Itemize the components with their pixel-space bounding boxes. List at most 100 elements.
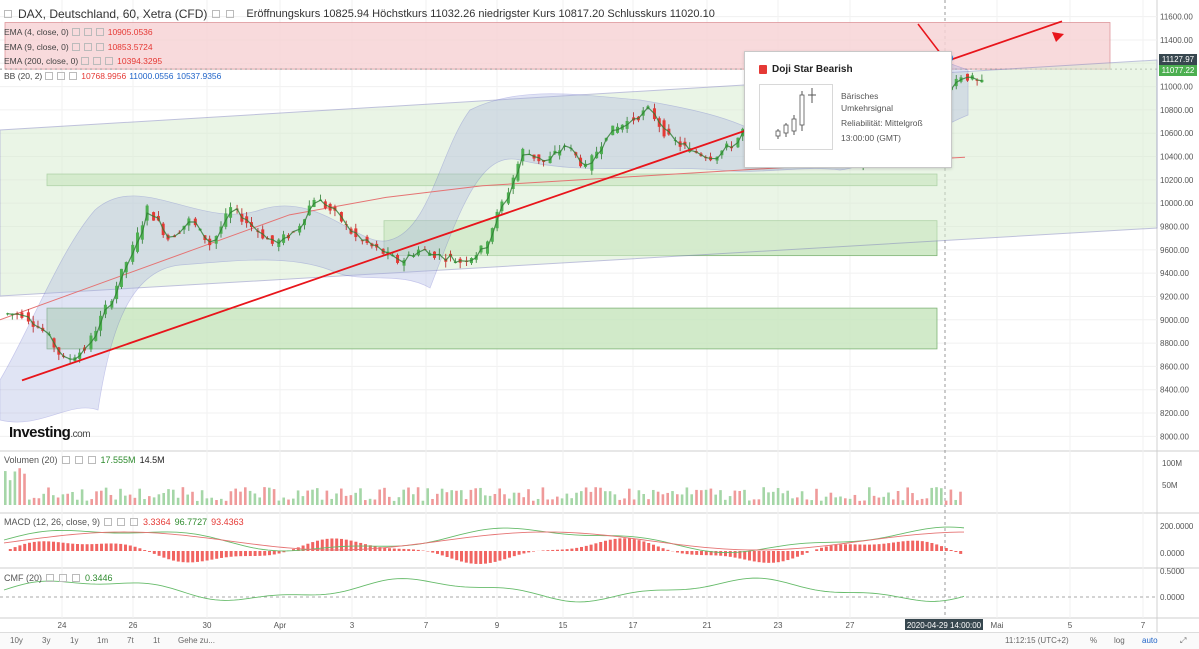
- macd-bar: [364, 544, 367, 551]
- volume-bar: [393, 501, 396, 505]
- macd-bar: [897, 542, 900, 551]
- volume-bar: [537, 499, 540, 505]
- timeframe-7t[interactable]: 7t: [127, 636, 134, 645]
- close-icon[interactable]: [69, 72, 77, 80]
- symbol-title: DAX, Deutschland, 60, Xetra (CFD): [18, 7, 207, 21]
- volume-bar: [470, 490, 473, 505]
- timeframe-3y[interactable]: 3y: [42, 636, 50, 645]
- time-tick-label: 21: [703, 621, 712, 630]
- volume-tick-label: 100M: [1162, 459, 1182, 468]
- macd-bar: [690, 551, 693, 555]
- macd-bar: [335, 539, 338, 551]
- logo-text: Investing: [9, 424, 70, 441]
- volume-bar: [614, 494, 617, 505]
- volume-bar: [273, 489, 276, 505]
- timeframe-1t[interactable]: 1t: [153, 636, 160, 645]
- gear-icon[interactable]: [226, 10, 234, 18]
- macd-bar: [806, 551, 809, 553]
- volume-bar: [354, 493, 357, 505]
- volume-bar: [71, 492, 74, 505]
- volume-bar: [278, 501, 281, 505]
- close-icon[interactable]: [88, 456, 96, 464]
- eye-icon[interactable]: [62, 456, 70, 464]
- volume-bar: [321, 500, 324, 505]
- gear-icon[interactable]: [84, 43, 92, 51]
- goto-date-button[interactable]: Gehe zu...: [178, 636, 215, 645]
- volume-bar: [249, 491, 252, 505]
- macd-bar: [474, 551, 477, 564]
- eye-icon[interactable]: [45, 72, 53, 80]
- volume-bar: [220, 499, 223, 505]
- macd-bar: [244, 551, 247, 556]
- volume-bar: [950, 490, 953, 505]
- volume-bar: [743, 490, 746, 505]
- volume-bar: [897, 491, 900, 505]
- volume-legend[interactable]: Volumen (20) 17.555M 14.5M: [4, 455, 165, 465]
- chart-canvas[interactable]: 11600.0011400.0011200.0011000.0010800.00…: [0, 0, 1199, 632]
- volume-bar: [297, 490, 300, 505]
- volume-bar: [47, 487, 50, 505]
- macd-bar: [503, 551, 506, 559]
- macd-bar: [450, 551, 453, 559]
- percent-toggle[interactable]: %: [1090, 636, 1097, 645]
- eye-icon[interactable]: [46, 574, 54, 582]
- close-icon[interactable]: [96, 28, 104, 36]
- macd-legend[interactable]: MACD (12, 26, close, 9) 3.3364 96.7727 9…: [4, 517, 244, 527]
- volume-bar: [887, 493, 890, 505]
- macd-bar: [129, 546, 132, 551]
- timeframe-1m[interactable]: 1m: [97, 636, 108, 645]
- bearish-pattern-icon: [759, 65, 767, 74]
- timeframe-10y[interactable]: 10y: [10, 636, 23, 645]
- gear-icon[interactable]: [84, 28, 92, 36]
- volume-bar: [522, 497, 525, 505]
- macd-bar: [527, 551, 530, 552]
- ema9-legend[interactable]: EMA (9, close, 0) 10853.5724: [4, 42, 153, 52]
- gear-icon[interactable]: [93, 57, 101, 65]
- volume-bar: [820, 501, 823, 505]
- macd-bar: [729, 551, 732, 557]
- macd-bar: [268, 551, 271, 555]
- gear-icon[interactable]: [59, 574, 67, 582]
- log-toggle[interactable]: log: [1114, 636, 1125, 645]
- settings-icon[interactable]: [4, 10, 12, 18]
- cmf-legend[interactable]: CMF (20) 0.3446: [4, 573, 113, 583]
- close-icon[interactable]: [130, 518, 138, 526]
- macd-bar: [62, 543, 65, 551]
- volume-bar: [508, 499, 511, 505]
- macd-value-1: 3.3364: [143, 517, 171, 527]
- ema200-legend[interactable]: EMA (200, close, 0) 10394.3295: [4, 56, 162, 66]
- eye-icon[interactable]: [104, 518, 112, 526]
- macd-bar: [873, 544, 876, 551]
- macd-bar: [407, 549, 410, 551]
- volume-bar: [796, 497, 799, 505]
- eye-icon[interactable]: [72, 28, 80, 36]
- price-tick-label: 8200.00: [1160, 409, 1189, 418]
- eye-icon[interactable]: [81, 57, 89, 65]
- gear-icon[interactable]: [117, 518, 125, 526]
- macd-bar: [849, 544, 852, 551]
- ema4-legend[interactable]: EMA (4, close, 0) 10905.0536: [4, 27, 153, 37]
- fullscreen-icon[interactable]: ⤢: [1180, 636, 1186, 646]
- macd-bar: [935, 544, 938, 551]
- close-icon[interactable]: [96, 43, 104, 51]
- volume-bar: [441, 489, 444, 505]
- close-icon[interactable]: [105, 57, 113, 65]
- eye-icon[interactable]: [212, 10, 220, 18]
- macd-bar: [330, 538, 333, 551]
- bb-legend[interactable]: BB (20, 2) 10768.9956 11000.0556 10537.9…: [4, 71, 221, 81]
- tooltip-title: Doji Star Bearish: [772, 64, 853, 75]
- macd-bar: [930, 543, 933, 551]
- ema200-value: 10394.3295: [117, 56, 162, 66]
- time-tick-label: 9: [495, 621, 500, 630]
- timeframe-1y[interactable]: 1y: [70, 636, 78, 645]
- gear-icon[interactable]: [57, 72, 65, 80]
- gear-icon[interactable]: [75, 456, 83, 464]
- macd-bar: [38, 541, 41, 551]
- macd-bar: [498, 551, 501, 561]
- auto-toggle[interactable]: auto: [1142, 636, 1158, 645]
- macd-bar: [148, 551, 151, 552]
- volume-bar: [422, 501, 425, 505]
- eye-icon[interactable]: [72, 43, 80, 51]
- close-icon[interactable]: [72, 574, 80, 582]
- volume-bar: [158, 494, 161, 505]
